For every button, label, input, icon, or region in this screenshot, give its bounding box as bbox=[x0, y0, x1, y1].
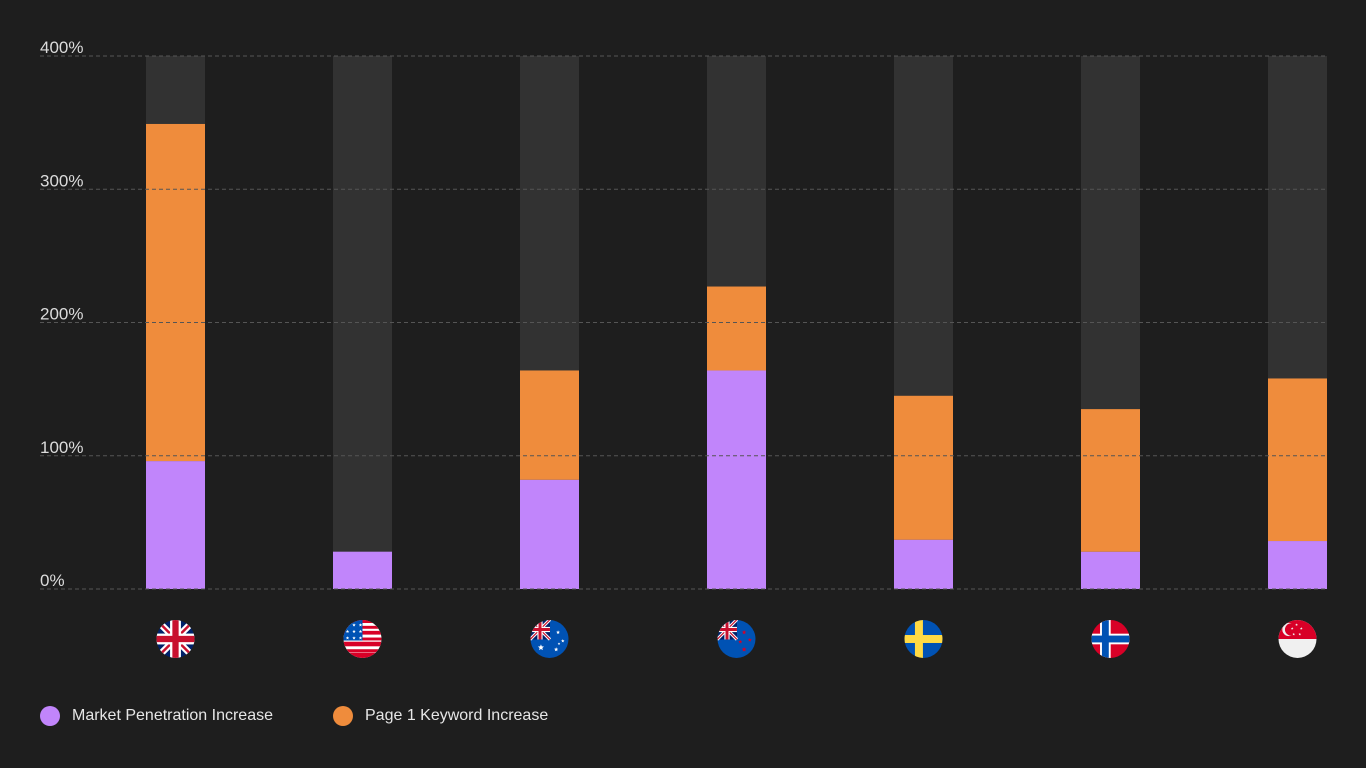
bar-market-penetration bbox=[707, 370, 766, 589]
y-tick-label: 300% bbox=[40, 171, 83, 190]
y-tick-label: 200% bbox=[40, 305, 83, 324]
sweden-flag-icon bbox=[904, 620, 943, 658]
bar-market-penetration bbox=[333, 551, 392, 589]
singapore-flag-icon bbox=[1278, 620, 1317, 658]
us-flag-icon bbox=[343, 620, 382, 658]
flag-layer bbox=[156, 620, 1317, 658]
bar-market-penetration bbox=[1268, 541, 1327, 589]
legend-item-market-penetration: Market Penetration Increase bbox=[40, 706, 273, 726]
bar-page1-keyword bbox=[146, 123, 205, 462]
bar-market-penetration bbox=[520, 479, 579, 589]
y-tick-label: 0% bbox=[40, 571, 65, 590]
uk-flag-icon bbox=[156, 620, 195, 658]
legend-swatch-page1-keyword bbox=[333, 706, 353, 726]
y-tick-label: 400% bbox=[40, 38, 83, 57]
bar-group bbox=[333, 56, 392, 589]
bar-page1-keyword bbox=[1081, 409, 1140, 552]
australia-flag-icon bbox=[530, 620, 569, 658]
bar-group bbox=[520, 56, 579, 589]
norway-flag-icon bbox=[1091, 620, 1130, 658]
bar-layer bbox=[146, 56, 1327, 589]
bar-page1-keyword bbox=[707, 286, 766, 371]
bar-page1-keyword bbox=[1268, 378, 1327, 542]
legend: Market Penetration Increase Page 1 Keywo… bbox=[40, 706, 608, 726]
new-zealand-flag-icon bbox=[717, 620, 756, 658]
bar-market-penetration bbox=[1081, 551, 1140, 589]
legend-swatch-market-penetration bbox=[40, 706, 60, 726]
y-tick-label: 100% bbox=[40, 438, 83, 457]
bar-page1-keyword bbox=[520, 370, 579, 480]
legend-item-page1-keyword: Page 1 Keyword Increase bbox=[333, 706, 548, 726]
legend-label-market-penetration: Market Penetration Increase bbox=[72, 707, 273, 724]
bar-page1-keyword bbox=[894, 395, 953, 540]
bar-group bbox=[1268, 56, 1327, 589]
grid-layer: 0% 100% 200% 300% 400% bbox=[40, 38, 1326, 590]
bar-market-penetration bbox=[146, 461, 205, 589]
bar-market-penetration bbox=[894, 539, 953, 589]
legend-label-page1-keyword: Page 1 Keyword Increase bbox=[365, 707, 549, 724]
bar-group bbox=[1081, 56, 1140, 589]
